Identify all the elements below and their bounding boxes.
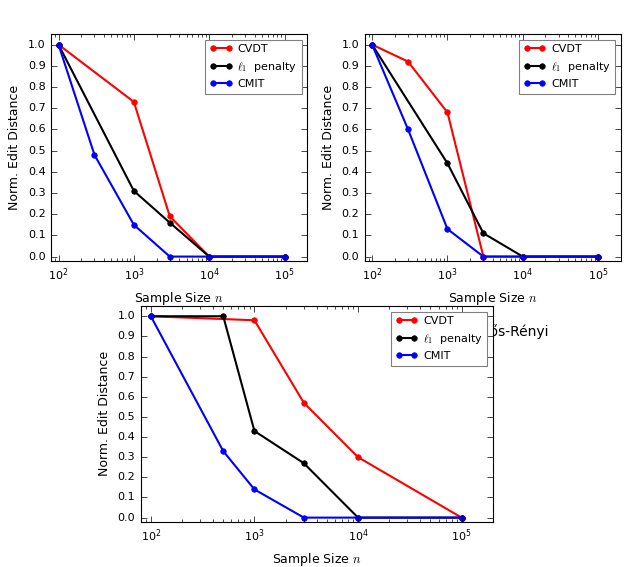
Y-axis label: Norm. Edit Distance: Norm. Edit Distance: [321, 85, 335, 210]
Y-axis label: Norm. Edit Distance: Norm. Edit Distance: [97, 352, 111, 476]
X-axis label: Sample Size $n$: Sample Size $n$: [448, 290, 538, 307]
Y-axis label: Norm. Edit Distance: Norm. Edit Distance: [8, 85, 21, 210]
Legend: CVDT, $\ell_1$  penalty, CMIT: CVDT, $\ell_1$ penalty, CMIT: [205, 40, 301, 94]
Text: (a)  Cycle: (a) Cycle: [146, 324, 212, 338]
Legend: CVDT, $\ell_1$  penalty, CMIT: CVDT, $\ell_1$ penalty, CMIT: [519, 40, 615, 94]
X-axis label: Sample Size $n$: Sample Size $n$: [134, 290, 224, 307]
X-axis label: Sample Size $n$: Sample Size $n$: [272, 551, 362, 567]
Text: (b)  Erdős-Rényi: (b) Erdős-Rényi: [438, 324, 548, 339]
Legend: CVDT, $\ell_1$  penalty, CMIT: CVDT, $\ell_1$ penalty, CMIT: [391, 312, 487, 366]
